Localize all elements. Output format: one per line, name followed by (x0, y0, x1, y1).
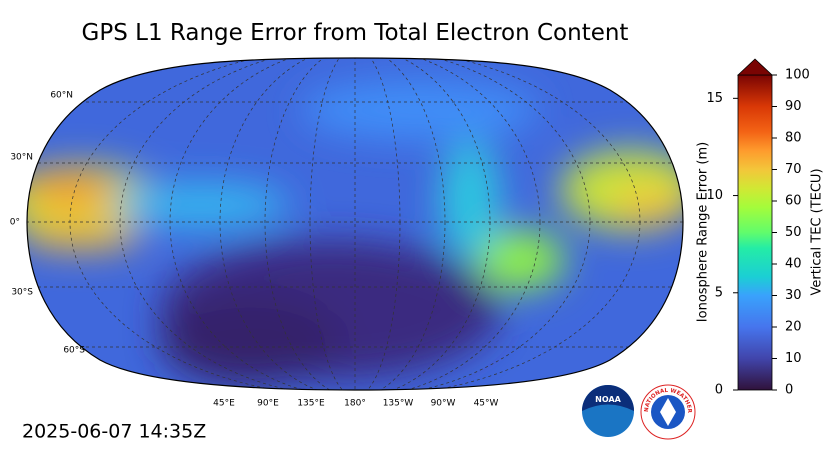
right-tick-label: 30 (785, 288, 802, 303)
lat-labels: 60°N 30°N 0° 30°S 60°S (10, 91, 86, 356)
timestamp: 2025-06-07 14:35Z (22, 421, 206, 443)
noaa-logo: NOAA (582, 385, 634, 437)
lon-label: 90°W (431, 399, 456, 409)
right-tick-label: 50 (785, 225, 802, 240)
colorbar: Ionosphere Range Error (m) Vertical TEC … (696, 58, 825, 391)
lon-label: 180° (344, 399, 366, 409)
lon-label: 45°E (213, 399, 235, 409)
title: GPS L1 Range Error from Total Electron C… (82, 20, 629, 46)
tec-map (27, 58, 683, 390)
right-tick-label: 0 (785, 383, 793, 398)
lon-label: 90°E (257, 399, 279, 409)
left-tick-label: 10 (706, 188, 723, 203)
colorbar-fill (737, 74, 773, 391)
lon-label: 45°W (474, 399, 499, 409)
right-tick-label: 40 (785, 257, 802, 272)
lon-labels: 45°E 90°E 135°E 180° 135°W 90°W 45°W (213, 399, 498, 409)
lat-label: 30°S (11, 288, 33, 298)
right-tick-label: 60 (785, 194, 802, 209)
right-tick-label: 70 (785, 162, 802, 177)
left-tick-label: 15 (706, 91, 723, 106)
left-axis-label: Ionosphere Range Error (m) (696, 142, 711, 322)
lat-label: 0° (10, 218, 20, 228)
lon-label: 135°E (297, 399, 325, 409)
left-tick-label: 0 (715, 383, 723, 398)
lat-label: 60°N (50, 91, 73, 101)
left-tick-label: 5 (715, 285, 723, 300)
right-axis-label: Vertical TEC (TECU) (810, 168, 825, 295)
right-tick-label: 20 (785, 320, 802, 335)
noaa-text: NOAA (595, 395, 621, 404)
right-tick-label: 100 (785, 68, 810, 83)
right-tick-label: 90 (785, 99, 802, 114)
right-tick-label: 10 (785, 351, 802, 366)
lat-label: 60°S (63, 346, 85, 356)
colorbar-extend (736, 58, 774, 76)
lon-label: 135°W (383, 399, 414, 409)
right-tick-label: 80 (785, 131, 802, 146)
map-outline (26, 57, 684, 391)
lat-label: 30°N (10, 153, 33, 163)
